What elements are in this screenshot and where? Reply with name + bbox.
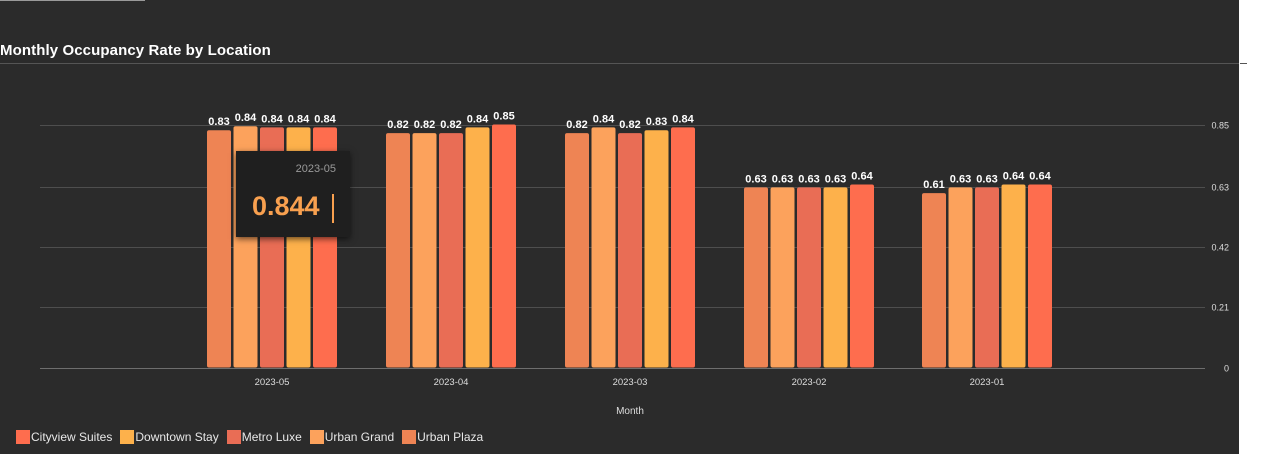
data-label: 0.84 xyxy=(593,113,615,125)
legend-label: Urban Grand xyxy=(324,430,395,444)
data-label: 0.84 xyxy=(235,112,257,124)
tooltip-value: 0.844 xyxy=(252,191,320,221)
bar xyxy=(207,130,231,368)
legend-item-urban-plaza[interactable]: Urban Plaza xyxy=(402,430,483,444)
data-label: 0.82 xyxy=(566,119,587,131)
data-label: 0.64 xyxy=(1029,171,1051,183)
bar xyxy=(770,187,795,368)
bar xyxy=(565,133,589,368)
title-divider xyxy=(0,63,1239,64)
bar xyxy=(850,184,874,368)
legend-item-metro-luxe[interactable]: Metro Luxe xyxy=(226,430,302,444)
x-tick-label: 2023-02 xyxy=(792,377,827,388)
bar xyxy=(671,127,695,368)
bar xyxy=(439,133,463,368)
x-axis-title: Month xyxy=(616,406,644,417)
data-label: 0.84 xyxy=(261,113,283,125)
tooltip: 2023-05 0.844 xyxy=(236,151,350,237)
data-label: 0.82 xyxy=(440,119,461,131)
tooltip-marker xyxy=(332,194,334,223)
legend-label: Metro Luxe xyxy=(241,430,302,444)
legend-swatch-urban-plaza xyxy=(402,430,417,444)
bar xyxy=(386,133,410,368)
legend-item-urban-grand[interactable]: Urban Grand xyxy=(309,430,395,444)
data-label: 0.64 xyxy=(1003,171,1025,183)
y-tick-label: 0.85 xyxy=(1211,121,1229,131)
bar xyxy=(465,127,490,368)
legend-item-cityview-suites[interactable]: Cityview Suites xyxy=(16,430,112,444)
legend-swatch-metro-luxe xyxy=(226,430,241,444)
data-label: 0.83 xyxy=(646,116,667,128)
bar xyxy=(412,133,437,368)
legend-label: Downtown Stay xyxy=(135,430,219,444)
x-tick-label: 2023-03 xyxy=(613,377,648,388)
bar xyxy=(948,187,973,368)
bar xyxy=(591,127,616,368)
bar xyxy=(823,187,848,368)
bar xyxy=(1001,184,1026,368)
legend-swatch-downtown-stay xyxy=(120,430,135,444)
data-label: 0.85 xyxy=(493,111,514,123)
legend-label: Urban Plaza xyxy=(417,430,484,444)
legend-label: Cityview Suites xyxy=(31,430,113,444)
edge-tick xyxy=(1240,63,1247,64)
data-label: 0.83 xyxy=(208,116,229,128)
data-label: 0.82 xyxy=(414,119,435,131)
bar xyxy=(644,130,669,368)
x-tick-label: 2023-01 xyxy=(970,377,1005,388)
data-label: 0.63 xyxy=(745,173,766,185)
x-tick-label: 2023-05 xyxy=(255,377,290,388)
data-label: 0.63 xyxy=(825,173,846,185)
bar-chart: 0 0.21 0.42 0.63 0.85 0.83 0.84 0.84 0.84 0.84 202… xyxy=(40,111,1229,417)
data-label: 0.84 xyxy=(314,113,336,125)
y-tick-label: 0 xyxy=(1224,364,1229,374)
bar xyxy=(492,124,516,368)
data-label: 0.84 xyxy=(467,113,489,125)
legend-swatch-urban-grand xyxy=(309,430,324,444)
data-label: 0.84 xyxy=(288,113,310,125)
y-tick-label: 0.42 xyxy=(1211,243,1229,253)
top-divider xyxy=(0,0,145,1)
legend: Cityview Suites Downtown Stay Metro Luxe… xyxy=(16,430,491,444)
bar xyxy=(618,133,642,368)
data-label: 0.63 xyxy=(950,173,971,185)
legend-item-downtown-stay[interactable]: Downtown Stay xyxy=(120,430,219,444)
y-tick-label: 0.21 xyxy=(1211,303,1229,313)
data-label: 0.82 xyxy=(387,119,408,131)
tooltip-header: 2023-05 xyxy=(295,163,336,175)
data-label: 0.64 xyxy=(851,171,873,183)
legend-swatch-cityview-suites xyxy=(16,430,30,444)
data-label: 0.63 xyxy=(798,173,819,185)
data-label: 0.82 xyxy=(619,119,640,131)
bar xyxy=(922,193,946,368)
data-label: 0.63 xyxy=(976,173,997,185)
y-tick-label: 0.63 xyxy=(1211,183,1229,193)
data-label: 0.61 xyxy=(923,179,944,191)
bar xyxy=(797,187,821,368)
chart-panel: Monthly Occupancy Rate by Location 0 0.21… xyxy=(0,0,1247,454)
bar xyxy=(975,187,999,368)
bar xyxy=(744,187,768,368)
chart-title: Monthly Occupancy Rate by Location xyxy=(0,42,271,59)
bar xyxy=(1028,184,1052,368)
x-tick-label: 2023-04 xyxy=(434,377,469,388)
data-label: 0.84 xyxy=(672,113,694,125)
data-label: 0.63 xyxy=(772,173,793,185)
